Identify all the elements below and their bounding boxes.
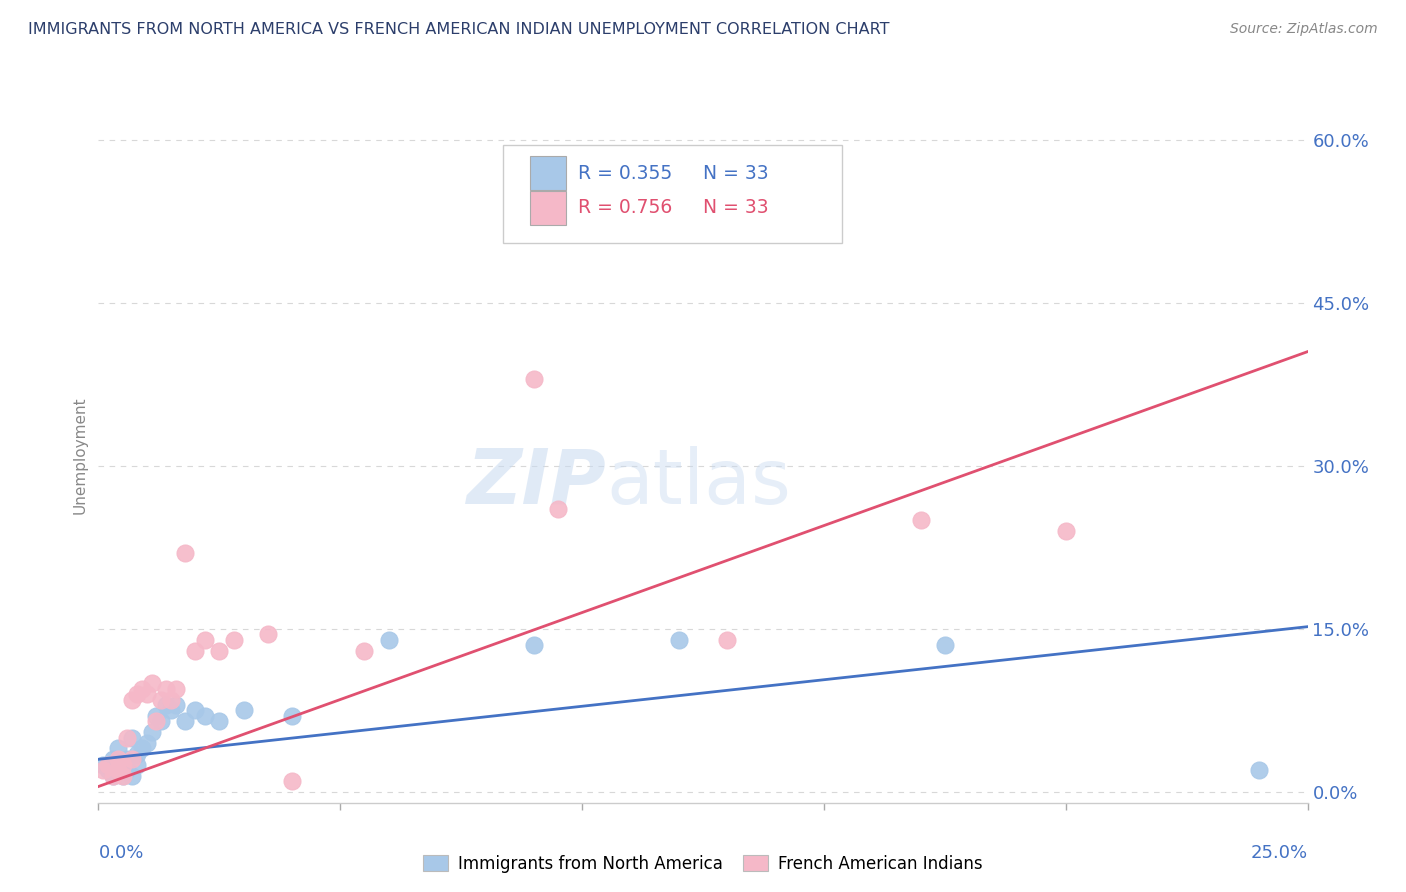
Point (117, 763, 139, 777)
Text: 25.0%: 25.0% (1250, 844, 1308, 862)
Point (131, 681, 153, 696)
Point (934, 638, 956, 652)
Text: Source: ZipAtlas.com: Source: ZipAtlas.com (1230, 22, 1378, 37)
Point (194, 632, 217, 647)
Point (155, 698, 177, 712)
Text: IMMIGRANTS FROM NORTH AMERICA VS FRENCH AMERICAN INDIAN UNEMPLOYMENT CORRELATION: IMMIGRANTS FROM NORTH AMERICA VS FRENCH … (28, 22, 890, 37)
Point (121, 752, 143, 766)
Point (165, 698, 187, 712)
Point (150, 714, 173, 729)
Point (117, 752, 139, 766)
Legend: Immigrants from North America, French American Indians: Immigrants from North America, French Am… (416, 848, 990, 880)
Point (127, 757, 149, 772)
Point (111, 757, 134, 772)
Point (160, 703, 183, 717)
Point (716, 632, 738, 647)
Point (208, 643, 231, 657)
FancyBboxPatch shape (503, 145, 842, 243)
Text: N = 33: N = 33 (703, 198, 769, 218)
Point (107, 741, 129, 756)
Point (571, 176, 593, 190)
Point (131, 741, 153, 756)
Point (547, 502, 569, 516)
Point (155, 681, 177, 696)
Point (101, 769, 124, 783)
FancyBboxPatch shape (530, 191, 567, 225)
Point (145, 714, 167, 729)
Point (107, 763, 129, 777)
Point (135, 736, 157, 750)
Point (97, 763, 120, 777)
Point (91, 763, 114, 777)
Point (281, 774, 304, 789)
Point (91, 757, 114, 772)
Point (194, 708, 217, 723)
FancyBboxPatch shape (530, 156, 567, 190)
Point (111, 769, 134, 783)
Point (1249, 763, 1271, 777)
Point (101, 752, 124, 766)
Y-axis label: Unemployment: Unemployment (72, 396, 87, 514)
Point (127, 747, 149, 761)
Text: ZIP: ZIP (467, 446, 606, 520)
Point (208, 714, 231, 729)
Point (145, 708, 167, 723)
Point (353, 643, 375, 657)
Point (281, 708, 304, 723)
Point (184, 703, 207, 717)
Legend: , : , (519, 117, 593, 194)
Point (165, 681, 187, 696)
Point (121, 731, 143, 745)
Point (141, 725, 163, 739)
Point (111, 757, 134, 772)
Point (668, 632, 690, 647)
Point (377, 632, 399, 647)
Point (184, 643, 207, 657)
Point (256, 627, 278, 641)
Point (523, 372, 546, 386)
Point (101, 769, 124, 783)
Text: R = 0.756: R = 0.756 (578, 198, 672, 218)
Point (107, 752, 129, 766)
Point (222, 632, 245, 647)
Point (111, 769, 134, 783)
Point (127, 687, 149, 701)
Point (232, 703, 254, 717)
Text: R = 0.355: R = 0.355 (578, 163, 672, 183)
Point (910, 513, 932, 527)
Point (523, 638, 546, 652)
Point (1054, 524, 1077, 538)
Point (117, 731, 139, 745)
Text: atlas: atlas (606, 446, 792, 520)
Point (97, 757, 120, 772)
Text: N = 33: N = 33 (703, 163, 769, 183)
Point (141, 676, 163, 690)
Text: 0.0%: 0.0% (98, 844, 143, 862)
Point (174, 714, 197, 729)
Point (160, 692, 183, 706)
Point (121, 692, 143, 706)
Point (107, 763, 129, 777)
Point (174, 546, 197, 560)
Point (150, 692, 173, 706)
Point (135, 687, 157, 701)
Point (121, 769, 143, 783)
